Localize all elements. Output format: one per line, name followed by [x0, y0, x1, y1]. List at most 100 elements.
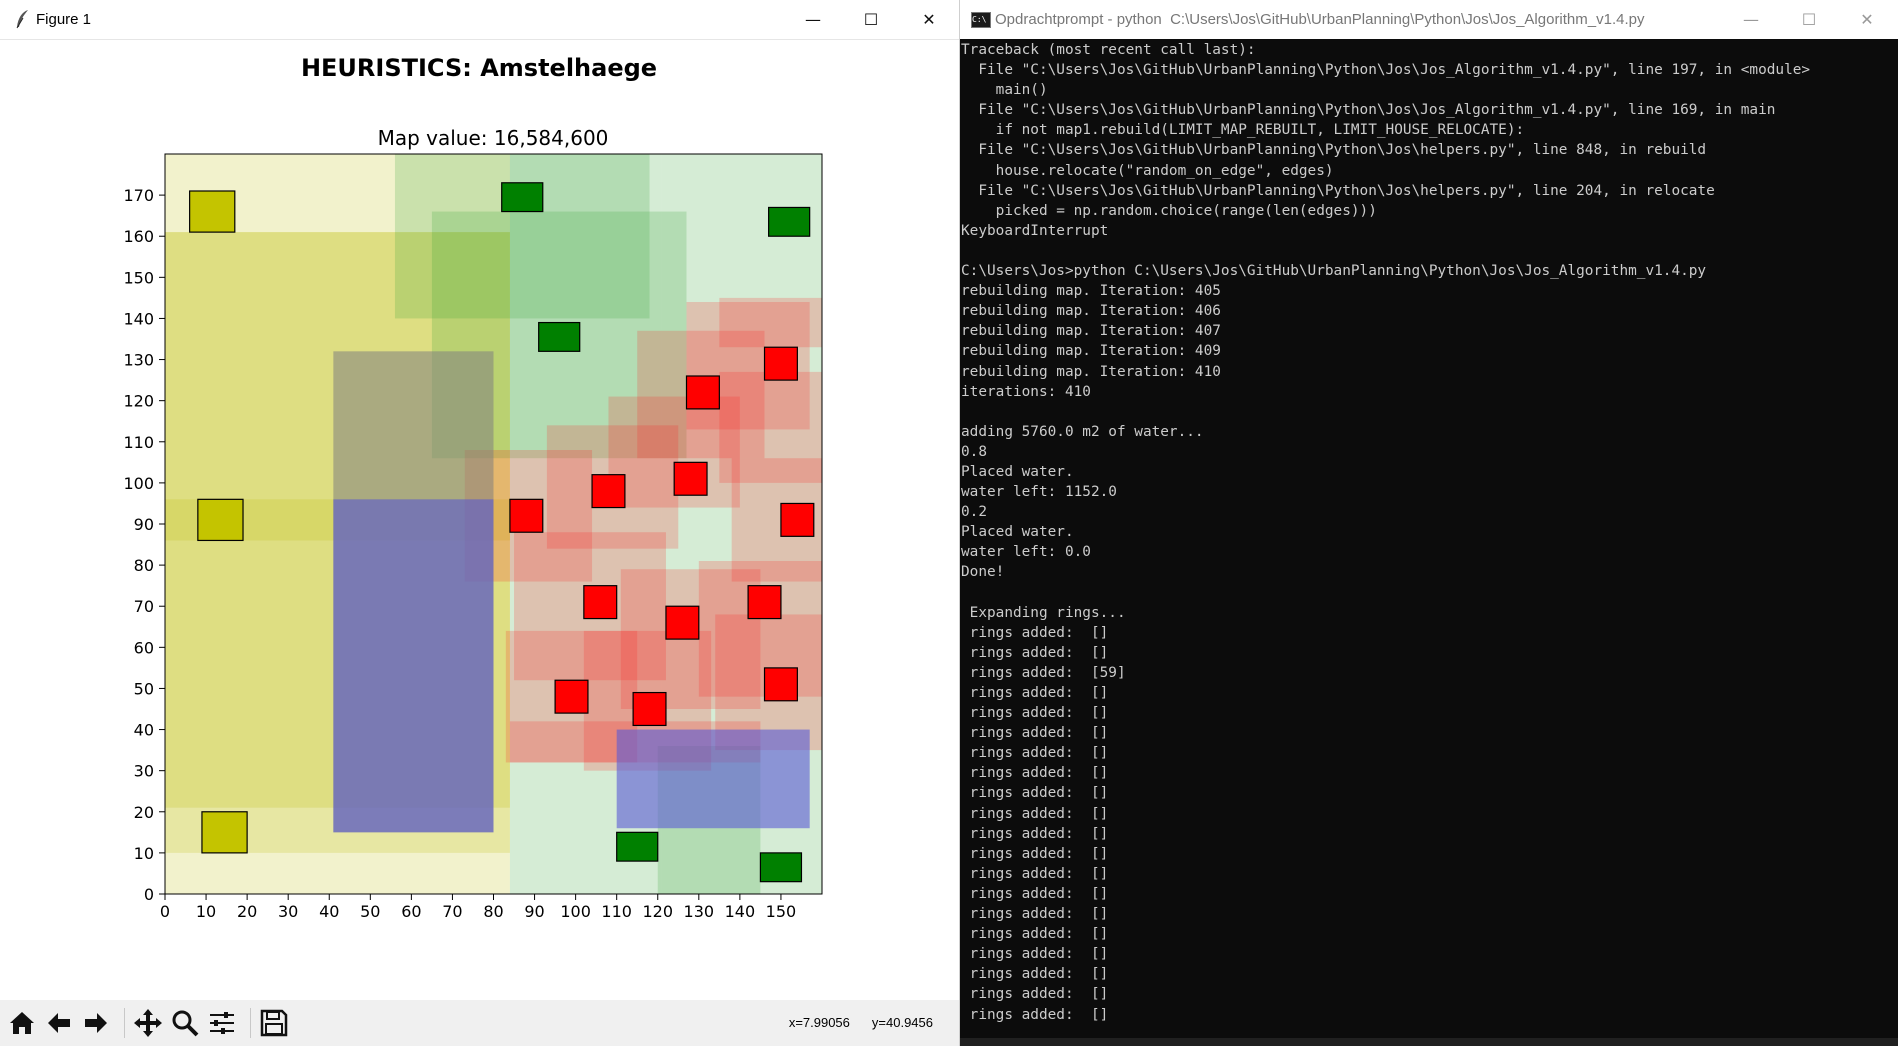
green-house	[768, 206, 811, 237]
console-line: iterations: 410	[961, 383, 1091, 400]
y-tick-label: 60	[134, 638, 154, 657]
toolbar-separator	[124, 1008, 125, 1038]
pan-icon[interactable]	[131, 1006, 165, 1040]
green-house	[759, 852, 803, 883]
console-titlebar[interactable]: C:\ Opdrachtprompt - python C:\Users\Jos…	[960, 0, 1898, 39]
chart-title: Map value: 16,584,600	[378, 126, 609, 150]
red-house	[747, 585, 782, 620]
configure-icon[interactable]	[205, 1006, 239, 1040]
figure-toolbar: x=7.99056 y=40.9456	[0, 1000, 959, 1046]
x-tick-label: 20	[237, 902, 257, 921]
console-line: rings added: []	[961, 624, 1109, 641]
water-body	[616, 729, 810, 829]
figure-titlebar[interactable]: Figure 1 — ☐ ✕	[0, 0, 959, 40]
red-house	[763, 346, 798, 381]
console-line: house.relocate("random_on_edge", edges)	[961, 162, 1334, 179]
cursor-y: y=40.9456	[871, 1015, 933, 1030]
console-icon: C:\	[971, 12, 991, 28]
console-line: Expanding rings...	[961, 604, 1126, 621]
console-line: rings added: []	[961, 946, 1109, 963]
green-house	[538, 321, 581, 352]
console-minimize-button[interactable]: —	[1743, 10, 1759, 29]
taskbar-edge	[960, 1038, 1898, 1046]
y-tick-label: 160	[123, 227, 154, 246]
red-house	[554, 679, 589, 714]
console-line: C:\Users\Jos>python C:\Users\Jos\GitHub\…	[961, 263, 1707, 280]
window-title: Figure 1	[36, 11, 92, 28]
home-icon[interactable]	[5, 1006, 39, 1040]
y-tick-label: 40	[134, 721, 154, 740]
y-tick-label: 130	[123, 351, 154, 370]
figure-canvas[interactable]: HEURISTICS: Amstelhaege Map value: 16,58…	[0, 40, 959, 1000]
x-tick-label: 120	[642, 902, 673, 921]
x-tick-label: 50	[360, 902, 380, 921]
y-tick-label: 80	[134, 556, 154, 575]
console-line: if not map1.rebuild(LIMIT_MAP_REBUILT, L…	[961, 122, 1525, 139]
console-maximize-button[interactable]: ☐	[1801, 10, 1817, 29]
console-line: main()	[961, 82, 1048, 99]
green-house	[501, 182, 544, 213]
red-house	[763, 667, 798, 702]
x-tick-label: 130	[684, 902, 715, 921]
x-tick-label: 90	[524, 902, 544, 921]
console-line: rings added: []	[961, 885, 1109, 902]
maximize-button[interactable]: ☐	[863, 10, 879, 29]
chart-suptitle: HEURISTICS: Amstelhaege	[301, 54, 657, 82]
console-line: rings added: []	[961, 986, 1109, 1003]
feather-icon	[14, 9, 32, 29]
axes: 0 10 20 30 40 50 60 70 80 90 100 110 120 130 140 150 0 10…	[123, 153, 823, 921]
y-tick-label: 0	[144, 885, 154, 904]
y-tick-label: 30	[134, 762, 154, 781]
console-line: adding 5760.0 m2 of water...	[961, 423, 1204, 440]
red-house	[665, 605, 700, 640]
console-line	[961, 402, 1881, 422]
x-tick-label: 70	[442, 902, 462, 921]
console-line: File "C:\Users\Jos\GitHub\UrbanPlanning\…	[961, 62, 1811, 79]
red-house	[591, 474, 626, 509]
zoom-icon[interactable]	[168, 1006, 202, 1040]
yellow-house	[197, 498, 244, 542]
console-line: rings added: []	[961, 1006, 1109, 1023]
y-tick-label: 150	[123, 268, 154, 287]
console-line: rebuilding map. Iteration: 410	[961, 363, 1221, 380]
y-tick-label: 170	[123, 186, 154, 205]
red-ring	[698, 561, 822, 697]
yellow-house	[201, 811, 248, 854]
minimize-button[interactable]: —	[805, 10, 821, 29]
console-line: rings added: []	[961, 845, 1109, 862]
console-line: File "C:\Users\Jos\GitHub\UrbanPlanning\…	[961, 102, 1776, 119]
x-tick-label: 0	[160, 902, 170, 921]
console-line: rings added: []	[961, 906, 1109, 923]
y-tick-label: 20	[134, 803, 154, 822]
yellow-house	[189, 190, 236, 233]
red-house	[509, 498, 544, 533]
console-scrollbar[interactable]	[1880, 39, 1898, 1046]
x-tick-label: 10	[196, 902, 216, 921]
plot-area	[165, 154, 822, 894]
close-button[interactable]: ✕	[922, 10, 936, 29]
y-tick-label: 50	[134, 679, 154, 698]
console-line: rings added: []	[961, 966, 1109, 983]
console-line: rings added: []	[961, 926, 1109, 943]
green-house	[616, 831, 659, 862]
x-tick-label: 40	[319, 902, 339, 921]
console-line: rings added: [59]	[961, 664, 1126, 681]
back-icon[interactable]	[42, 1006, 76, 1040]
y-tick-label: 10	[134, 844, 154, 863]
console-close-button[interactable]: ✕	[1860, 10, 1874, 29]
forward-icon[interactable]	[79, 1006, 113, 1040]
console-output[interactable]: Traceback (most recent call last): File …	[961, 40, 1881, 1025]
console-line: 0.2	[961, 504, 987, 521]
x-tick-label: 80	[483, 902, 503, 921]
console-line: File "C:\Users\Jos\GitHub\UrbanPlanning\…	[961, 142, 1707, 159]
console-line: rings added: []	[961, 644, 1109, 661]
console-line: rings added: []	[961, 705, 1109, 722]
green-ring	[394, 154, 650, 319]
save-icon[interactable]	[257, 1006, 291, 1040]
cursor-x: x=7.99056	[788, 1015, 850, 1030]
console-line: water left: 1152.0	[961, 484, 1117, 501]
water-body	[333, 499, 494, 833]
x-tick-label: 60	[401, 902, 421, 921]
red-house	[632, 691, 667, 727]
red-ring	[719, 297, 822, 348]
